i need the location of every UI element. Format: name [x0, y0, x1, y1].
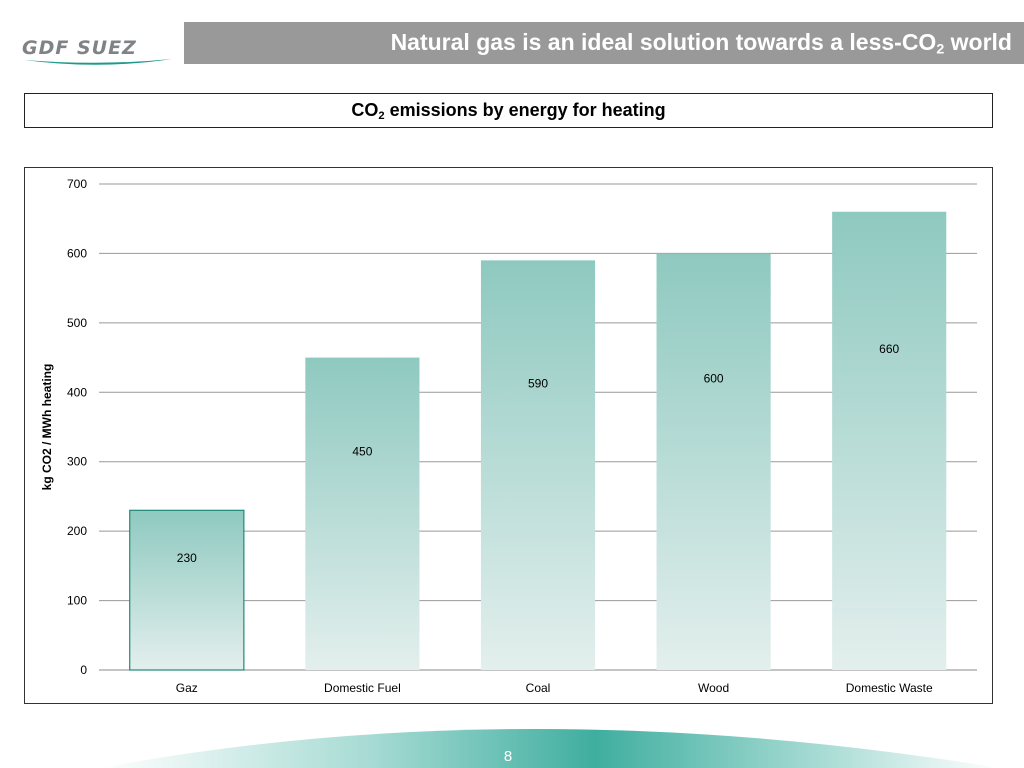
y-tick-label: 600: [67, 246, 87, 260]
bar-domestic-fuel: [305, 357, 420, 670]
y-tick-label: 100: [67, 594, 87, 608]
bar-domestic-waste: [832, 211, 947, 670]
bar-wood: [656, 253, 771, 670]
bar-chart: 230 450 590 600 660 0 100 200 300 400 500 600 700 G…: [40, 177, 977, 695]
data-label: 230: [177, 551, 197, 565]
y-axis-ticks: 0 100 200 300 400 500 600 700: [67, 177, 87, 677]
y-tick-label: 700: [67, 177, 87, 191]
slide-title: Natural gas is an ideal solution towards…: [390, 28, 1012, 58]
x-tick-label: Coal: [526, 681, 551, 695]
y-tick-label: 500: [67, 316, 87, 330]
x-tick-label: Gaz: [176, 681, 198, 695]
footer-wave: [100, 729, 1000, 768]
x-tick-label: Domestic Fuel: [324, 681, 401, 695]
y-tick-label: 200: [67, 524, 87, 538]
data-label: 450: [352, 444, 372, 458]
slide-title-bar: Natural gas is an ideal solution towards…: [184, 22, 1024, 64]
gdf-suez-logo: GDF SUEZ: [22, 37, 172, 65]
chart-title-box: CO2 emissions by energy for heating: [24, 93, 993, 128]
y-tick-label: 0: [80, 663, 87, 677]
data-label: 590: [528, 376, 548, 390]
data-label: 600: [704, 371, 724, 385]
logo-swoosh: [24, 59, 172, 65]
data-label: 660: [879, 342, 899, 356]
page-number: 8: [503, 748, 513, 765]
bar-gaz: [129, 509, 245, 671]
x-tick-label: Domestic Waste: [846, 681, 933, 695]
data-labels: 230 450 590 600 660: [177, 342, 900, 565]
chart-frame: 230 450 590 600 660 0 100 200 300 400 500 600 700 G…: [24, 167, 993, 704]
bars: [129, 211, 947, 671]
bar-coal: [480, 260, 596, 670]
x-tick-label: Wood: [698, 681, 729, 695]
y-axis-label: kg CO2 / MWh heating: [40, 364, 54, 491]
chart-title: CO2 emissions by energy for heating: [351, 99, 666, 122]
y-tick-label: 400: [67, 385, 87, 399]
logo-text: GDF SUEZ: [22, 37, 137, 59]
x-axis-ticks: Gaz Domestic Fuel Coal Wood Domestic Waste: [176, 681, 933, 695]
y-tick-label: 300: [67, 455, 87, 469]
